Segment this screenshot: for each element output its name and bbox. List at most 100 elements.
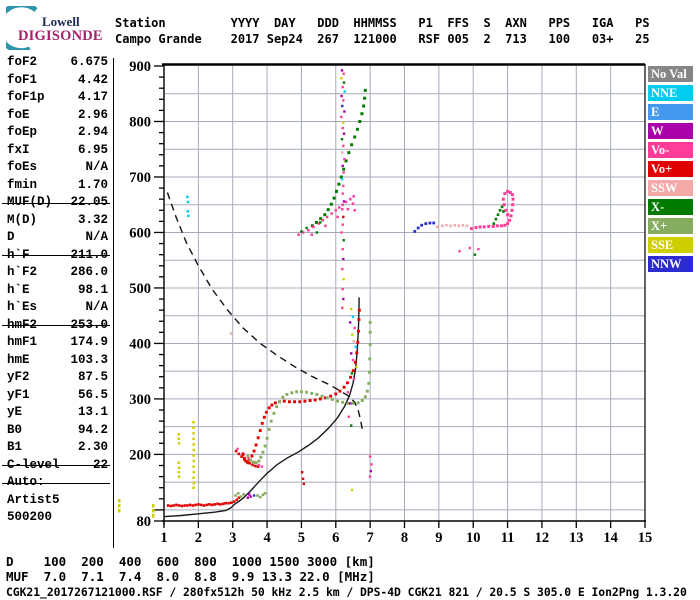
param-label: h`F2 [7,265,38,279]
legend-item-sse: SSE [648,237,693,253]
svg-text:11: 11 [501,530,515,546]
svg-text:4: 4 [263,530,270,546]
trace-spread-column [340,69,346,310]
svg-text:80: 80 [137,514,152,530]
svg-text:800: 800 [129,114,151,130]
svg-text:14: 14 [603,530,618,546]
legend-label: SSW [651,181,678,195]
trace-hook-x-bits [492,205,505,225]
param-value: 22 [92,457,108,472]
legend-label: SSE [651,238,674,252]
param-value: 211.0 [70,247,108,262]
param-value: 2.30 [77,440,108,454]
y-axis: 900 800 700 600 500 400 300 200 80 [129,59,164,530]
trace-second-hop-x-bits [300,221,322,234]
param-row-he: h`E 98.1 [7,283,108,297]
param-row-hf: h`F 211.0 [7,248,108,262]
param-label: fmin [7,177,38,192]
header-line-2: Campo Grande 2017 Sep24 267 121000 RSF 0… [115,32,650,46]
legend-item-e: E [648,104,693,120]
param-row-hmf1: hmF1 174.9 [7,335,108,349]
param-row-yf2: yF2 87.5 [7,370,108,384]
param-label: B1 [7,440,23,454]
param-row-mufd: MUF(D) 22.05 [7,195,108,209]
logo-digisonde-text: DIGISONDE [18,28,103,44]
legend-item-vo: Vo+ [648,161,693,177]
param-row-fmin: fmin 1.70 [7,178,108,192]
param-row-b1: B1 2.30 [7,440,108,454]
legend-label: Vo- [651,143,670,157]
param-label: D [7,230,15,244]
trace-ssw-dots [435,223,469,229]
legend-item-x: X+ [648,218,693,234]
param-value: 3.32 [77,212,108,227]
param-row-fof2: foF2 6.675 [7,55,108,69]
param-value: N/A [85,230,108,244]
svg-text:900: 900 [129,59,151,75]
param-value: N/A [85,300,108,314]
param-label: foF2 [7,55,38,69]
param-label: h`F [7,247,30,262]
trace-asymptote-specks [346,307,358,427]
svg-text:8: 8 [401,530,408,546]
param-row-auto: Auto: [7,475,108,489]
param-row-yf1: yF1 56.5 [7,388,108,402]
trace-f1-bottom-o [234,449,260,468]
gutter-marks [118,499,155,518]
param-value: 98.1 [77,282,108,297]
param-value: 2.94 [77,125,108,139]
x-axis: 1 2 3 4 5 6 7 8 9 10 11 12 13 14 15 [160,521,652,546]
param-row-foe: foE 2.96 [7,108,108,122]
param-label: 500200 [7,510,53,524]
param-row-b0: B0 94.2 [7,423,108,437]
param-label: MUF(D) [7,195,53,209]
svg-text:6: 6 [332,530,339,546]
muf-row: MUF 7.0 7.1 7.4 8.0 8.8 9.9 13.3 22.0 [M… [6,569,375,584]
param-value: 4.17 [77,90,108,104]
param-label: foEs [7,160,38,174]
svg-text:10: 10 [466,530,481,546]
trace-nne-specks [186,195,190,218]
param-label: h`E [7,282,30,297]
param-value: 253.0 [70,317,108,332]
legend-item-vo: Vo- [648,142,693,158]
svg-text:12: 12 [535,530,550,546]
param-value: 13.1 [77,405,108,419]
panel-separator [2,482,110,484]
param-label: hmE [7,352,30,367]
header-block: Station YYYY DAY DDD HHMMSS P1 FFS S AXN… [115,15,650,47]
svg-text:2: 2 [195,530,202,546]
legend-item-noval: No Val [648,66,693,82]
param-value: 94.2 [77,422,108,437]
legend-label: E [651,105,660,119]
svg-text:200: 200 [129,447,151,463]
legend-item-nnw: NNW [648,256,693,272]
header-line-1: Station YYYY DAY DDD HHMMSS P1 FFS S AXN… [115,16,650,30]
trace-second-hop-o-scatter [297,195,356,236]
legend-item-x: X- [648,199,693,215]
param-value: 2.96 [77,107,108,122]
param-value: 1.70 [77,177,108,192]
svg-text:5: 5 [298,530,305,546]
panel-separator [2,325,110,327]
param-label: B0 [7,422,23,437]
trace-second-hop-pink-trace [470,189,515,231]
param-label: h`Es [7,300,38,314]
param-label: Artist5 [7,492,60,507]
param-row-hme: hmE 103.3 [7,353,108,367]
trace-o-trace-e-region [166,496,241,508]
param-row-hf2: h`F2 286.0 [7,265,108,279]
param-label: yF1 [7,387,30,402]
svg-text:600: 600 [129,225,151,241]
param-row-d: D N/A [7,230,108,244]
param-label: yE [7,405,23,419]
plot-grid [164,66,645,521]
legend-item-nne: NNE [648,85,693,101]
param-value: 56.5 [77,387,108,402]
param-label: C-level [7,457,60,472]
param-label: yF2 [7,370,30,384]
trace-misc-specks [229,246,480,492]
trace-nnw-arc [413,221,436,233]
distance-row: D 100 200 400 600 800 1000 1500 3000 [km… [6,554,375,569]
